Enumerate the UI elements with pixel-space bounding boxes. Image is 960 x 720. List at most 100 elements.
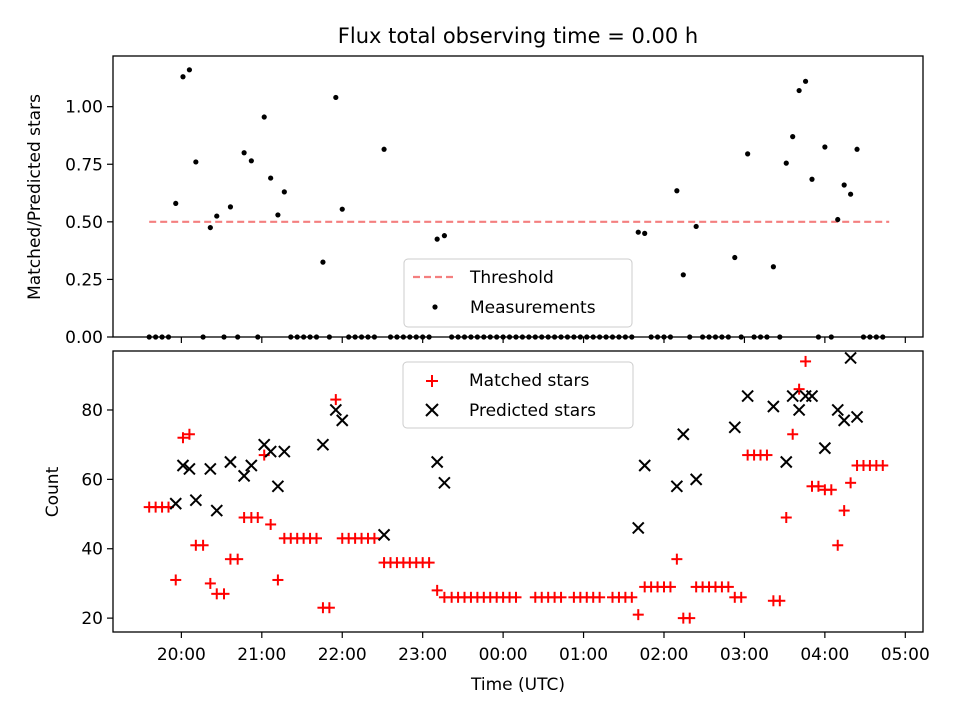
- bottom-legend: Matched stars Predicted stars: [402, 361, 634, 429]
- measurement-point: [333, 94, 339, 101]
- predicted-point: [677, 428, 690, 441]
- matched-point: [832, 539, 844, 551]
- top-legend-box: [403, 258, 633, 328]
- legend-measurements-label: Measurements: [470, 298, 596, 318]
- measurement-point: [770, 264, 776, 270]
- measurement-point: [193, 159, 199, 165]
- matched-point: [793, 383, 805, 395]
- matched-point: [774, 595, 786, 607]
- matched-point: [510, 591, 522, 603]
- y-tick-label: 1.00: [65, 98, 103, 118]
- legend-threshold-label: Threshold: [469, 268, 554, 288]
- matched-point: [722, 581, 734, 593]
- predicted-point: [430, 455, 444, 469]
- measurement-point: [214, 213, 220, 219]
- measurement-point: [822, 144, 828, 150]
- measurement-point: [841, 182, 847, 188]
- matched-point: [780, 512, 792, 524]
- measurement-point: [173, 200, 179, 207]
- x-tick-label: 00:00: [479, 645, 528, 665]
- bottom-plot-area: [143, 351, 889, 624]
- bottom-y-axis-label: Count: [43, 466, 63, 517]
- bottom-panel: Count Time (UTC) 20 40 60 80 20:00 21:00 22:00…: [43, 350, 930, 695]
- measurement-point: [693, 223, 699, 230]
- y-tick-label: 20: [81, 609, 103, 629]
- matched-point: [761, 449, 773, 461]
- predicted-point: [850, 410, 864, 424]
- legend-matched-label: Matched stars: [469, 371, 589, 391]
- matched-point: [272, 574, 284, 586]
- matched-point: [594, 591, 606, 603]
- measurement-point: [854, 146, 860, 152]
- x-tick-label: 01:00: [559, 645, 608, 665]
- predicted-point: [189, 493, 203, 507]
- measurement-point: [635, 229, 641, 235]
- predicted-point: [176, 459, 190, 472]
- measurement-point: [320, 259, 326, 265]
- matched-point: [555, 591, 567, 603]
- matched-point: [431, 584, 443, 596]
- legend-predicted-marker: [425, 403, 439, 417]
- predicted-point: [638, 459, 651, 472]
- matched-point: [626, 591, 638, 603]
- measurement-point: [281, 189, 287, 195]
- measurement-point: [848, 191, 854, 197]
- measurement-point: [275, 212, 281, 218]
- predicted-point: [183, 462, 196, 476]
- predicted-point: [245, 459, 258, 472]
- top-legend: Threshold Measurements: [403, 258, 633, 328]
- predicted-point: [844, 351, 857, 365]
- x-tick-label: 20:00: [157, 645, 206, 665]
- predicted-point: [792, 403, 806, 417]
- matched-point: [671, 553, 683, 565]
- matched-point: [632, 609, 644, 621]
- matched-point: [177, 432, 189, 444]
- measurement-point: [809, 176, 815, 182]
- matched-point: [170, 574, 182, 586]
- x-tick-label: 21:00: [237, 645, 286, 665]
- predicted-point: [786, 389, 799, 403]
- matched-point: [423, 557, 435, 569]
- y-tick-label: 0.50: [65, 213, 103, 233]
- y-tick-label: 0.75: [65, 155, 103, 175]
- predicted-point: [224, 455, 237, 469]
- measurement-point: [732, 254, 738, 261]
- top-chart-title: Flux total observing time = 0.00 h: [338, 24, 698, 48]
- matched-point: [838, 505, 850, 517]
- matched-point: [232, 553, 244, 565]
- x-tick-label: 22:00: [318, 645, 367, 665]
- measurement-point: [835, 216, 841, 223]
- x-tick-label: 05:00: [881, 645, 930, 665]
- predicted-point: [670, 480, 684, 493]
- top-panel: Flux total observing time = 0.00 h Match…: [25, 24, 924, 348]
- predicted-point: [336, 414, 349, 427]
- predicted-point: [329, 403, 343, 417]
- measurement-point: [783, 160, 789, 166]
- measurement-point: [261, 114, 267, 120]
- x-tick-label: 02:00: [639, 645, 688, 665]
- measurement-point: [180, 74, 186, 80]
- matched-point: [197, 539, 209, 551]
- matched-point: [311, 532, 323, 544]
- predicted-point: [169, 497, 182, 510]
- predicted-point: [278, 445, 291, 458]
- measurement-point: [680, 272, 686, 278]
- predicted-point: [237, 469, 251, 483]
- matched-point: [204, 577, 216, 589]
- bottom-ticks: 20 40 60 80 20:00 21:00 22:00 23:00 00:00 01:00 02…: [81, 401, 929, 665]
- predicted-point: [316, 438, 330, 451]
- matched-point: [218, 588, 230, 600]
- y-tick-label: 80: [81, 401, 103, 421]
- predicted-point: [632, 521, 645, 535]
- measurement-point: [434, 236, 440, 242]
- matched-point: [664, 581, 676, 593]
- measurement-point: [227, 204, 234, 210]
- measurement-point: [248, 158, 254, 164]
- legend-predicted-label: Predicted stars: [469, 401, 596, 421]
- predicted-point: [741, 389, 754, 403]
- top-ticks: 0.00 0.25 0.50 0.75 1.00: [65, 98, 906, 348]
- predicted-point: [210, 504, 223, 517]
- top-axes-frame: [112, 55, 924, 338]
- measurement-point: [745, 151, 751, 157]
- matched-point: [330, 394, 342, 406]
